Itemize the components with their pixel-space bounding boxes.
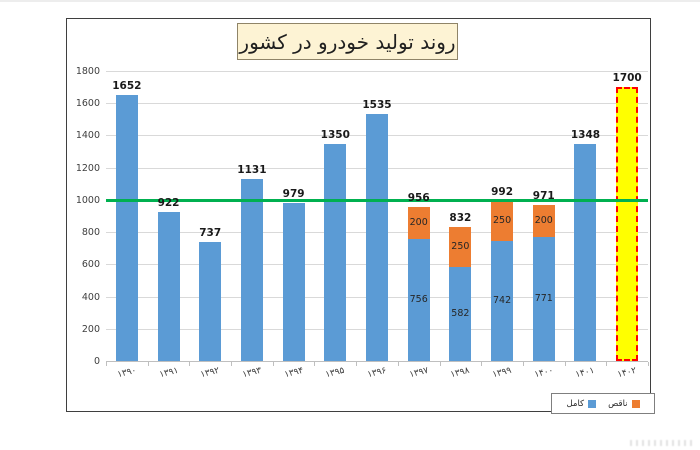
segment-value-incomplete-۱۳۹۹: 250 (492, 215, 512, 227)
chart-legend: کامل ناقص (551, 393, 655, 414)
faint-watermark (630, 440, 696, 446)
x-axis-tick (314, 362, 316, 366)
bar-complete-۱۳۹۴ (282, 203, 305, 361)
x-axis-tick (522, 362, 524, 366)
x-axis-tick (564, 362, 566, 366)
bar-total-label-۱۳۹۷: 956 (407, 191, 430, 204)
bar-complete-۱۳۹۳ (240, 178, 263, 361)
bar-total-label-۱۳۹۹: 992 (491, 186, 514, 199)
bar-complete-۱۳۹۹ (491, 241, 514, 361)
chart-title: روند تولید خودرو در کشور (239, 29, 456, 54)
x-axis-tick (272, 362, 274, 366)
bar-total-label-۱۳۹۶: 1535 (362, 98, 392, 111)
legend-item-complete: کامل (566, 398, 597, 409)
segment-value-incomplete-۱۳۹۸: 250 (451, 241, 470, 253)
bar-total-label-۱۴۰۱: 1348 (570, 128, 601, 141)
x-axis-tick (648, 362, 649, 366)
bar-total-label-۱۳۹۰: 1652 (112, 79, 142, 92)
bar-total-label-۱۳۹۴: 979 (282, 188, 305, 201)
legend-label-incomplete: ناقص (608, 398, 628, 409)
x-axis-tick (606, 362, 608, 366)
legend-item-incomplete: ناقص (608, 398, 640, 409)
bar-total-label-۱۳۹۳: 1131 (237, 163, 267, 176)
bar-complete-۱۳۹۷ (407, 239, 430, 361)
bar-complete-۱۴۰۰ (532, 236, 555, 361)
target-reference-line (106, 198, 648, 202)
bar-incomplete-۱۳۹۸ (449, 226, 472, 268)
gridline-1600 (106, 103, 648, 105)
x-axis-tick (231, 362, 233, 366)
bar-total-label-۱۴۰۰: 971 (532, 189, 555, 202)
gridline-1800 (106, 71, 648, 72)
bar-incomplete-۱۴۰۰ (532, 204, 555, 237)
bar-complete-۱۳۹۶ (366, 113, 388, 361)
bar-complete-۱۳۹۸ (449, 267, 472, 361)
legend-label-complete: کامل (566, 398, 585, 409)
x-axis-tick (147, 362, 149, 366)
y-axis-label-1800: 1800 (75, 66, 100, 77)
bar-total-label-۱۴۰۲: 1700 (612, 72, 642, 85)
y-axis-label-400: 400 (81, 291, 100, 303)
x-axis-tick (106, 362, 107, 366)
y-axis-label-1000: 1000 (75, 194, 100, 206)
bar-total-label-۱۳۹۸: 832 (449, 211, 472, 224)
x-axis-line (106, 361, 648, 362)
x-axis-tick (397, 362, 399, 366)
segment-value-incomplete-۱۴۰۰: 200 (534, 214, 553, 226)
bar-complete-۱۴۰۱ (574, 143, 597, 361)
bar-total-label-۱۳۹۲: 737 (199, 227, 222, 240)
y-axis-label-1400: 1400 (75, 130, 100, 142)
bar-complete-۱۳۹۱ (157, 212, 180, 361)
y-axis-label-800: 800 (81, 227, 100, 239)
bar-complete-۱۳۹۲ (199, 242, 222, 361)
x-axis-tick (481, 362, 483, 366)
chart-title-box: روند تولید خودرو در کشور (237, 23, 458, 60)
y-axis-label-1600: 1600 (75, 98, 100, 110)
bar-forecast-۱۴۰۲ (616, 87, 639, 361)
bar-incomplete-۱۳۹۹ (491, 201, 514, 242)
incomplete-series-swatch-icon (631, 399, 640, 408)
segment-value-complete-۱۳۹۸: 582 (451, 308, 470, 320)
bar-incomplete-۱۳۹۷ (407, 206, 430, 240)
y-axis-label-600: 600 (81, 259, 100, 271)
x-axis-tick (439, 362, 441, 366)
bar-total-label-۱۳۹۵: 1350 (320, 128, 350, 141)
bar-total-label-۱۳۹۱: 922 (157, 197, 180, 210)
y-axis-label-200: 200 (81, 323, 100, 335)
bar-complete-۱۳۹۰ (115, 94, 138, 361)
y-axis-label-0: 0 (93, 356, 100, 367)
x-axis-tick (356, 362, 358, 366)
x-axis-tick (189, 362, 191, 366)
complete-series-swatch-icon (588, 399, 597, 408)
y-axis-label-1200: 1200 (75, 162, 100, 174)
bar-complete-۱۳۹۵ (324, 143, 347, 361)
segment-value-complete-۱۳۹۹: 742 (492, 295, 512, 307)
segment-value-incomplete-۱۳۹۷: 200 (409, 217, 428, 229)
segment-value-complete-۱۴۰۰: 771 (534, 292, 553, 304)
segment-value-complete-۱۳۹۷: 756 (409, 294, 428, 306)
